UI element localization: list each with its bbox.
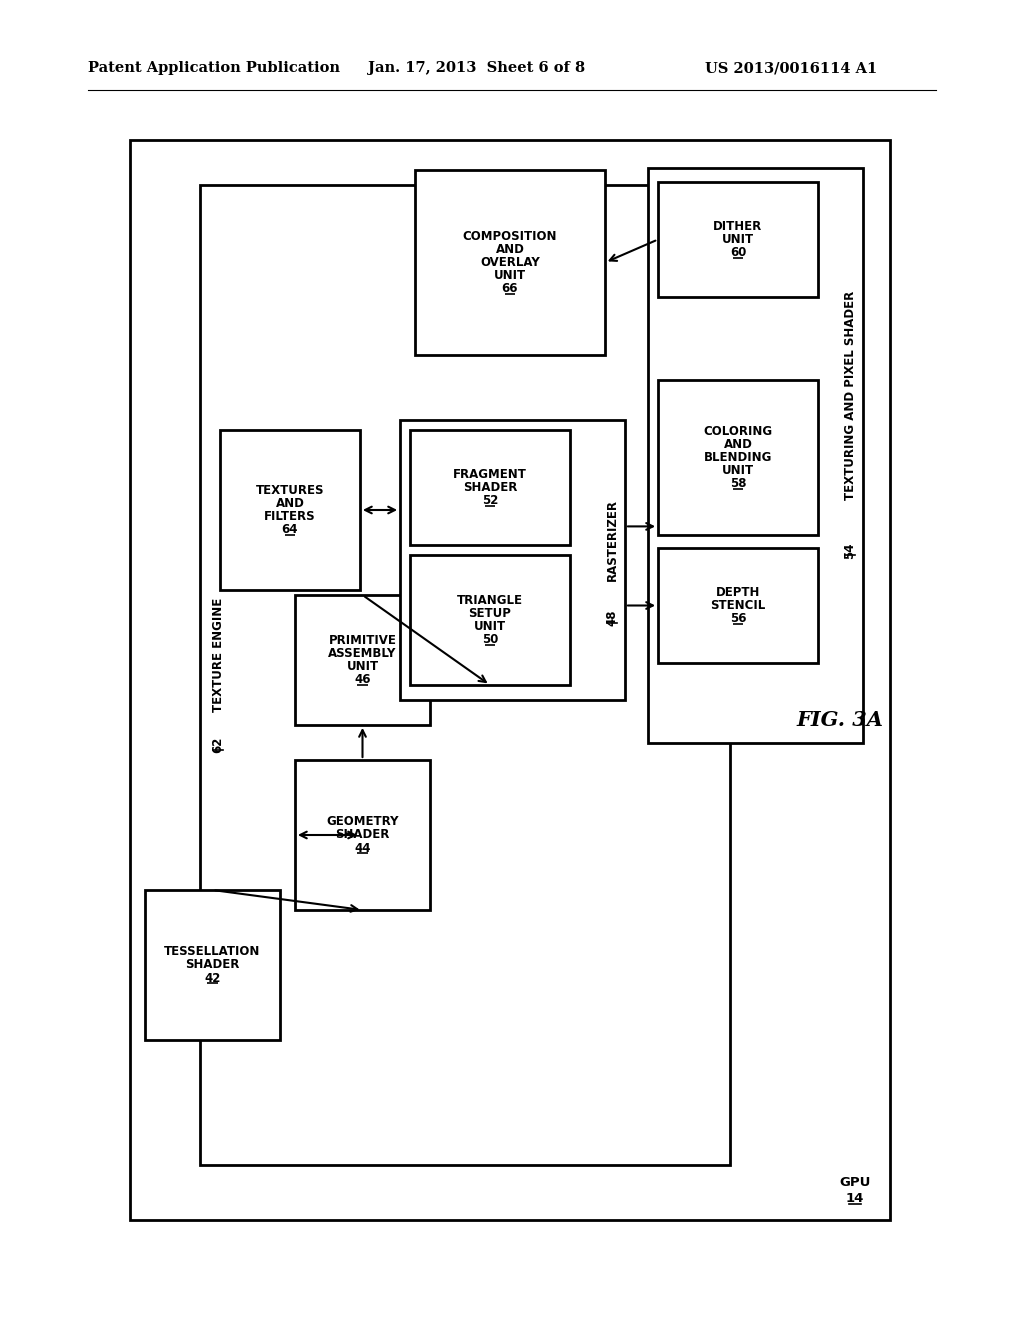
Text: SETUP: SETUP xyxy=(469,607,511,620)
Bar xyxy=(145,890,280,1040)
Text: 66: 66 xyxy=(502,282,518,296)
Bar xyxy=(400,420,625,700)
Text: TESSELLATION: TESSELLATION xyxy=(164,945,261,958)
Bar xyxy=(200,185,730,1166)
Text: SHADER: SHADER xyxy=(335,829,390,842)
Text: 62: 62 xyxy=(212,737,224,754)
Text: TRIANGLE: TRIANGLE xyxy=(457,594,523,607)
Text: Patent Application Publication: Patent Application Publication xyxy=(88,61,340,75)
Bar xyxy=(410,430,570,545)
Bar xyxy=(295,760,430,909)
Text: TEXTURES: TEXTURES xyxy=(256,483,325,496)
Bar xyxy=(658,380,818,535)
Text: 48: 48 xyxy=(605,610,618,626)
Text: FRAGMENT: FRAGMENT xyxy=(453,467,527,480)
Text: 60: 60 xyxy=(730,246,746,259)
Text: 44: 44 xyxy=(354,842,371,854)
Text: 54: 54 xyxy=(844,543,856,558)
Text: US 2013/0016114 A1: US 2013/0016114 A1 xyxy=(705,61,878,75)
Text: RASTERIZER: RASTERIZER xyxy=(605,499,618,581)
Text: SHADER: SHADER xyxy=(185,958,240,972)
Text: COLORING: COLORING xyxy=(703,425,772,438)
Bar xyxy=(130,140,890,1220)
Text: 64: 64 xyxy=(282,523,298,536)
Bar xyxy=(295,595,430,725)
Text: UNIT: UNIT xyxy=(494,269,526,282)
Text: 42: 42 xyxy=(205,972,221,985)
Text: AND: AND xyxy=(724,438,753,451)
Text: 46: 46 xyxy=(354,673,371,686)
Text: GPU: GPU xyxy=(840,1176,870,1188)
Bar xyxy=(220,430,360,590)
Text: 58: 58 xyxy=(730,478,746,490)
Text: GEOMETRY: GEOMETRY xyxy=(327,816,398,829)
Bar xyxy=(658,182,818,297)
Text: UNIT: UNIT xyxy=(346,660,379,673)
Text: DEPTH: DEPTH xyxy=(716,586,760,599)
Bar xyxy=(415,170,605,355)
Text: AND: AND xyxy=(496,243,524,256)
Text: UNIT: UNIT xyxy=(722,465,754,477)
Bar xyxy=(658,548,818,663)
Text: FIG. 3A: FIG. 3A xyxy=(797,710,884,730)
Text: 56: 56 xyxy=(730,612,746,626)
Text: TEXTURE ENGINE: TEXTURE ENGINE xyxy=(212,598,224,711)
Text: PRIMITIVE: PRIMITIVE xyxy=(329,634,396,647)
Text: UNIT: UNIT xyxy=(722,234,754,246)
Text: DITHER: DITHER xyxy=(714,220,763,232)
Text: Jan. 17, 2013  Sheet 6 of 8: Jan. 17, 2013 Sheet 6 of 8 xyxy=(368,61,585,75)
Text: SHADER: SHADER xyxy=(463,480,517,494)
Text: 52: 52 xyxy=(482,494,499,507)
Text: UNIT: UNIT xyxy=(474,620,506,634)
Text: BLENDING: BLENDING xyxy=(703,451,772,465)
Text: 14: 14 xyxy=(846,1192,864,1204)
Text: AND: AND xyxy=(275,496,304,510)
Text: 50: 50 xyxy=(482,634,499,647)
Text: FILTERS: FILTERS xyxy=(264,510,315,523)
Bar xyxy=(648,168,863,743)
Text: COMPOSITION: COMPOSITION xyxy=(463,230,557,243)
Text: STENCIL: STENCIL xyxy=(711,599,766,612)
Text: TEXTURING AND PIXEL SHADER: TEXTURING AND PIXEL SHADER xyxy=(844,290,856,500)
Text: OVERLAY: OVERLAY xyxy=(480,256,540,269)
Text: ASSEMBLY: ASSEMBLY xyxy=(329,647,396,660)
Bar xyxy=(410,554,570,685)
